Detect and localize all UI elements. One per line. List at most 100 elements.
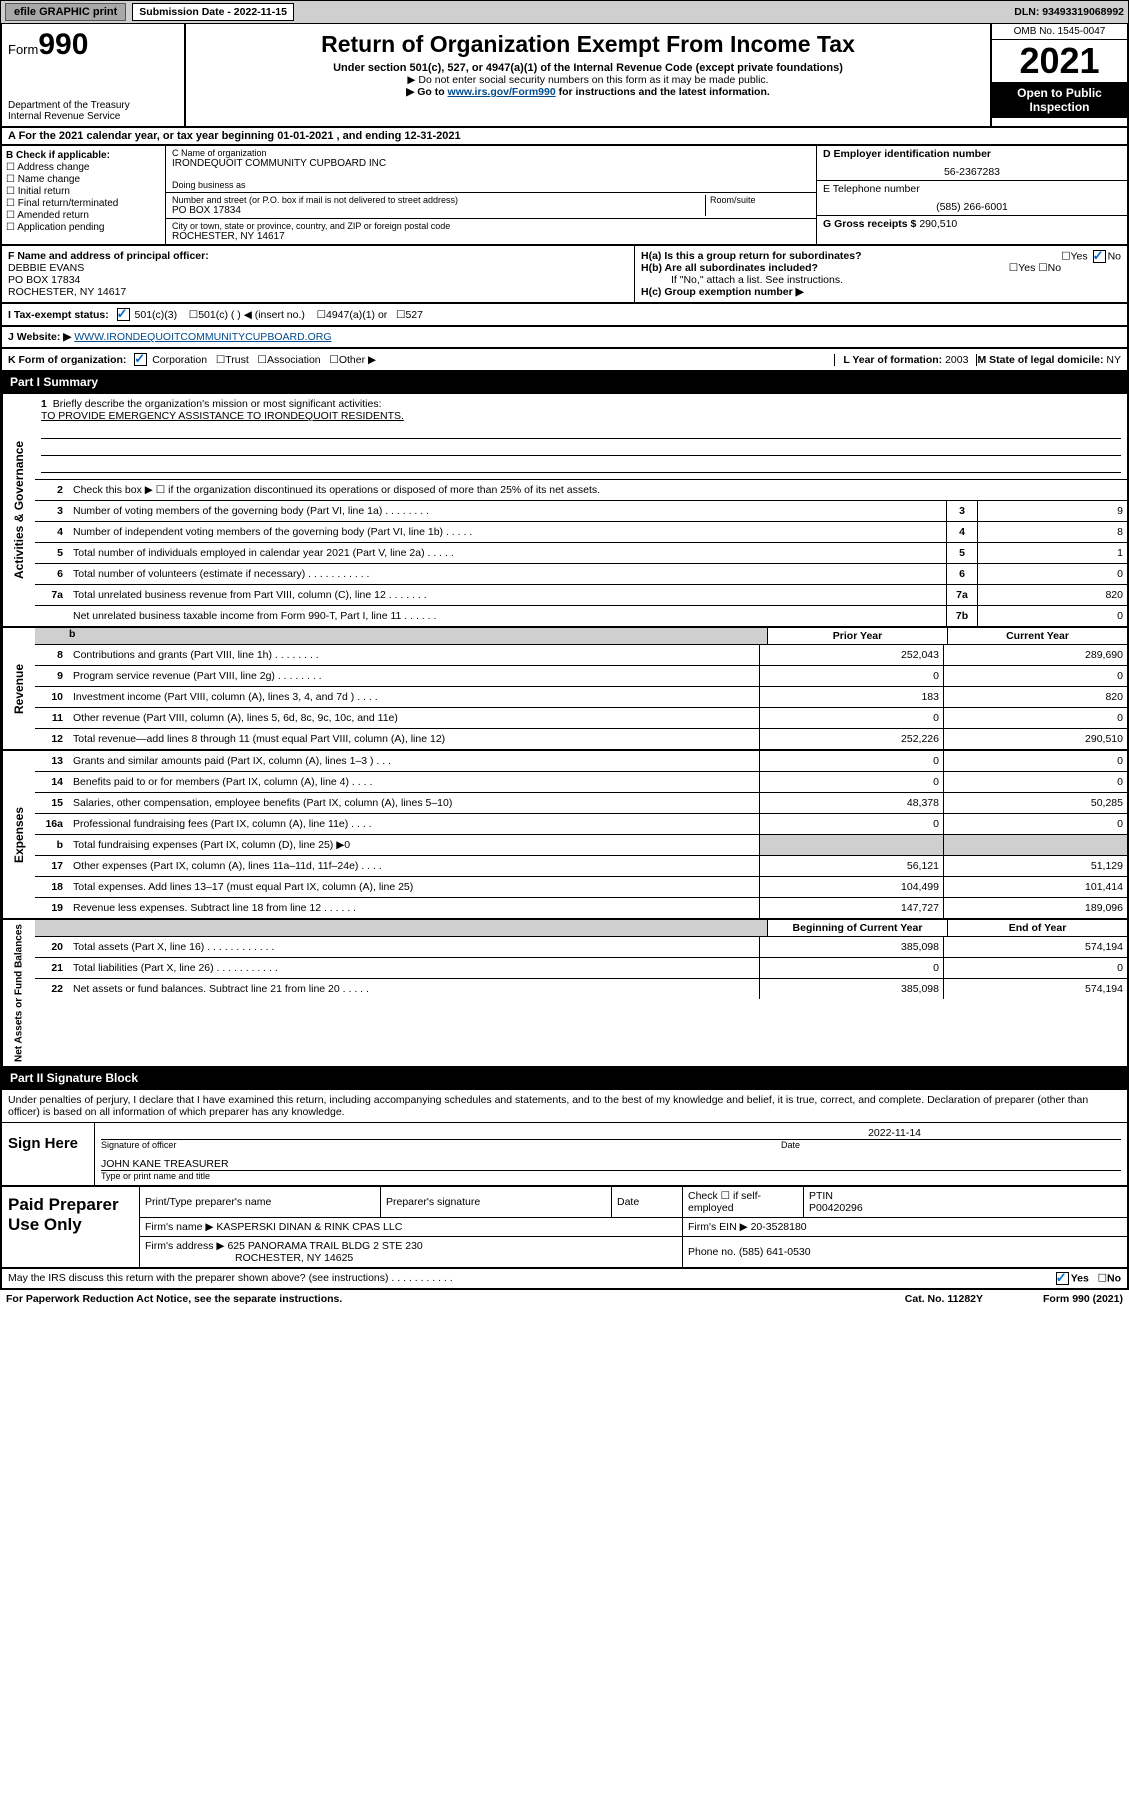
revenue-line-8: 8Contributions and grants (Part VIII, li…	[35, 645, 1127, 666]
header-right: OMB No. 1545-0047 2021 Open to Public In…	[990, 24, 1127, 126]
sig-name-value: JOHN KANE TREASURER	[101, 1158, 1121, 1171]
ha-no-label: No	[1108, 250, 1121, 262]
chk-application-pending[interactable]: ☐ Application pending	[6, 222, 161, 233]
officer-addr2: ROCHESTER, NY 14617	[8, 286, 126, 298]
part-2-title: Part II Signature Block	[10, 1071, 138, 1085]
row-k-form-org: K Form of organization: Corporation ☐ Tr…	[0, 349, 1129, 372]
row-j-website: J Website: ▶ WWW.IRONDEQUOITCOMMUNITYCUP…	[0, 327, 1129, 349]
chk-initial-return[interactable]: ☐ Initial return	[6, 186, 161, 197]
col-b-checkboxes: B Check if applicable: ☐ Address change …	[2, 146, 166, 244]
side-label-net: Net Assets or Fund Balances	[2, 920, 35, 1066]
gross-label: G Gross receipts $	[823, 218, 916, 230]
efile-print-button[interactable]: efile GRAPHIC print	[5, 3, 126, 21]
col-c-org-info: C Name of organization IRONDEQUOIT COMMU…	[166, 146, 816, 244]
firm-name-label: Firm's name ▶	[145, 1221, 213, 1233]
sig-officer-label: Signature of officer	[101, 1140, 781, 1150]
summary-line-5: 5Total number of individuals employed in…	[35, 543, 1127, 564]
col-de-identifiers: D Employer identification number 56-2367…	[816, 146, 1127, 244]
form-prefix: Form	[8, 42, 38, 57]
col-f-officer: F Name and address of principal officer:…	[2, 246, 635, 302]
prep-sig-label: Preparer's signature	[381, 1187, 612, 1218]
ptin-value: P00420296	[809, 1202, 863, 1214]
chk-501c3[interactable]	[117, 308, 130, 321]
net-assets-block: Net Assets or Fund Balances Beginning of…	[0, 920, 1129, 1068]
tax-status-label: I Tax-exempt status:	[8, 309, 109, 321]
pra-notice: For Paperwork Reduction Act Notice, see …	[6, 1293, 342, 1305]
top-bar: efile GRAPHIC print Submission Date - 20…	[0, 0, 1129, 24]
chk-corporation[interactable]	[134, 353, 147, 366]
expense-line-18: 18Total expenses. Add lines 13–17 (must …	[35, 877, 1127, 898]
paid-preparer-label: Paid Preparer Use Only	[2, 1187, 140, 1267]
discuss-yes-checkbox[interactable]	[1056, 1272, 1069, 1285]
firm-ein-label: Firm's EIN ▶	[688, 1221, 748, 1233]
side-label-ag: Activities & Governance	[2, 394, 35, 626]
subtitle-1: Under section 501(c), 527, or 4947(a)(1)…	[194, 62, 982, 74]
summary-line-6: 6Total number of volunteers (estimate if…	[35, 564, 1127, 585]
open-public-badge: Open to Public Inspection	[992, 82, 1127, 118]
current-year-header: Current Year	[947, 628, 1127, 644]
chk-final-return[interactable]: ☐ Final return/terminated	[6, 198, 161, 209]
revenue-line-9: 9Program service revenue (Part VIII, lin…	[35, 666, 1127, 687]
summary-line-3: 3Number of voting members of the governi…	[35, 501, 1127, 522]
firm-addr: 625 PANORAMA TRAIL BLDG 2 STE 230	[227, 1240, 422, 1252]
chk-amended-return[interactable]: ☐ Amended return	[6, 210, 161, 221]
website-label: J Website: ▶	[8, 331, 71, 343]
officer-label: F Name and address of principal officer:	[8, 250, 209, 262]
part-2-header: Part II Signature Block	[0, 1068, 1129, 1090]
firm-addr-label: Firm's address ▶	[145, 1240, 225, 1252]
opt-4947: 4947(a)(1) or	[326, 309, 387, 321]
org-name: IRONDEQUOIT COMMUNITY CUPBOARD INC	[172, 158, 810, 169]
net-col-headers: Beginning of Current Year End of Year	[35, 920, 1127, 937]
header-left: Form990 Department of the Treasury Inter…	[2, 24, 186, 126]
opt-other: Other ▶	[339, 354, 376, 366]
side-label-rev: Revenue	[2, 628, 35, 749]
summary-line-7a: 7aTotal unrelated business revenue from …	[35, 585, 1127, 606]
part-1-title: Part I Summary	[10, 375, 98, 389]
may-irs-text: May the IRS discuss this return with the…	[8, 1272, 453, 1285]
revenue-line-10: 10Investment income (Part VIII, column (…	[35, 687, 1127, 708]
room-label: Room/suite	[710, 195, 810, 205]
gross-value: 290,510	[919, 218, 957, 230]
side-label-exp: Expenses	[2, 751, 35, 918]
entity-block: B Check if applicable: ☐ Address change …	[0, 146, 1129, 246]
ha-no-checkbox[interactable]	[1093, 250, 1106, 263]
revenue-col-headers: b Prior Year Current Year	[35, 628, 1127, 645]
dba-label: Doing business as	[172, 180, 810, 190]
summary-line-7b: Net unrelated business taxable income fr…	[35, 606, 1127, 626]
expense-line-13: 13Grants and similar amounts paid (Part …	[35, 751, 1127, 772]
prep-date-label: Date	[612, 1187, 683, 1218]
chk-address-change[interactable]: ☐ Address change	[6, 162, 161, 173]
city-label: City or town, state or province, country…	[172, 221, 810, 231]
form-org-label: K Form of organization:	[8, 354, 126, 366]
firm-name: KASPERSKI DINAN & RINK CPAS LLC	[216, 1221, 402, 1233]
may-irs-discuss-row: May the IRS discuss this return with the…	[0, 1269, 1129, 1290]
footer: For Paperwork Reduction Act Notice, see …	[0, 1290, 1129, 1308]
paid-preparer-block: Paid Preparer Use Only Print/Type prepar…	[0, 1187, 1129, 1269]
row-fh: F Name and address of principal officer:…	[0, 246, 1129, 304]
prior-year-header: Prior Year	[767, 628, 947, 644]
row-a-text: A For the 2021 calendar year, or tax yea…	[8, 130, 461, 142]
chk-name-change[interactable]: ☐ Name change	[6, 174, 161, 185]
yes-label: Yes	[1071, 1272, 1089, 1284]
dept-label: Department of the Treasury	[8, 100, 178, 111]
addr-label: Number and street (or P.O. box if mail i…	[172, 195, 705, 205]
col-h-group: H(a) Is this a group return for subordin…	[635, 246, 1127, 302]
expense-line-14: 14Benefits paid to or for members (Part …	[35, 772, 1127, 793]
irs-link[interactable]: www.irs.gov/Form990	[448, 86, 556, 98]
cat-number: Cat. No. 11282Y	[905, 1293, 983, 1305]
ptin-label: PTIN	[809, 1190, 833, 1202]
ha-label: H(a) Is this a group return for subordin…	[641, 250, 862, 262]
website-link[interactable]: WWW.IRONDEQUOITCOMMUNITYCUPBOARD.ORG	[74, 331, 331, 343]
sig-date-label: Date	[781, 1140, 1121, 1150]
prep-self-emp: Check ☐ if self-employed	[683, 1187, 804, 1218]
phone-label: E Telephone number	[823, 183, 920, 195]
officer-name: DEBBIE EVANS	[8, 262, 84, 274]
prep-name-label: Print/Type preparer's name	[140, 1187, 381, 1218]
phone-value: (585) 266-6001	[823, 201, 1121, 213]
sub3-pre: ▶ Go to	[406, 86, 447, 98]
part-1-header: Part I Summary	[0, 372, 1129, 394]
subtitle-2: ▶ Do not enter social security numbers o…	[194, 74, 982, 86]
expense-line-15: 15Salaries, other compensation, employee…	[35, 793, 1127, 814]
line-1-mission: 1 Briefly describe the organization's mi…	[35, 394, 1127, 479]
opt-527: 527	[405, 309, 423, 321]
